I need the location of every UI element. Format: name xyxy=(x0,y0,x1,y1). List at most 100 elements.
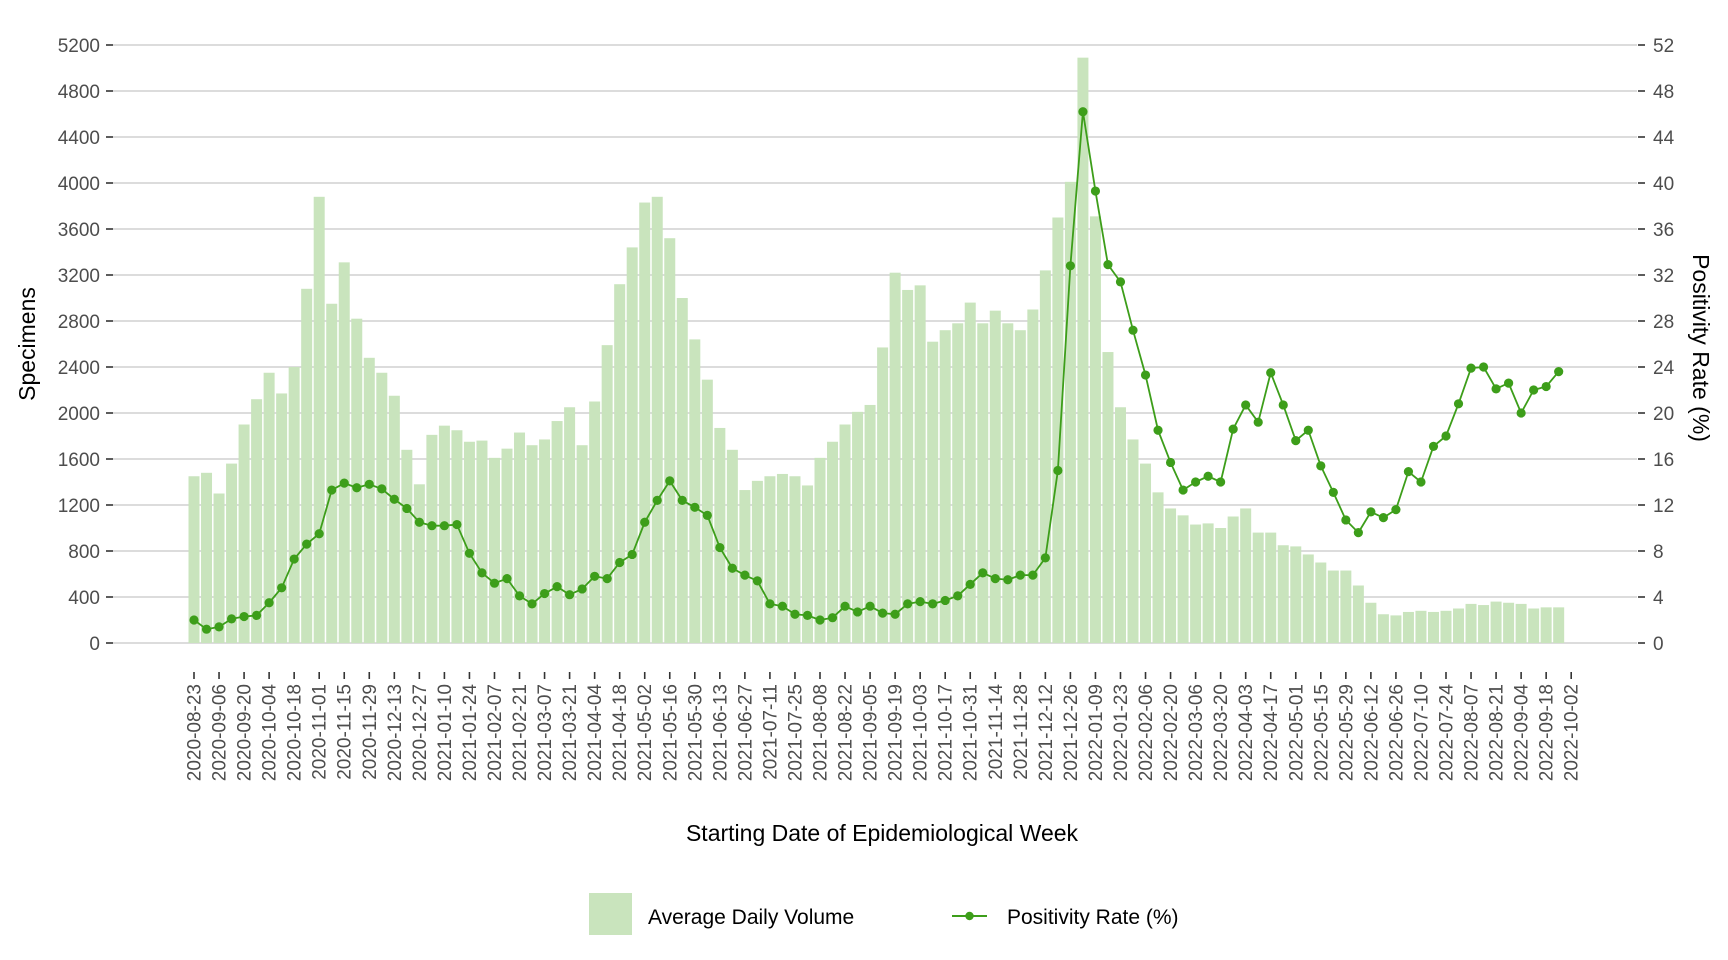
bar xyxy=(989,310,1001,643)
positivity-point xyxy=(1115,277,1126,287)
x-tick-label: 2020-11-01 xyxy=(310,684,331,780)
positivity-point xyxy=(1028,570,1038,580)
bar xyxy=(639,202,651,644)
bar xyxy=(601,345,613,643)
x-tick-label: 2021-07-11 xyxy=(760,684,781,780)
x-tick-label: 2021-07-25 xyxy=(785,684,806,781)
bar xyxy=(564,407,576,643)
bar xyxy=(964,302,976,643)
positivity-point xyxy=(702,510,712,520)
legend: Average Daily Volume Positivity Rate (%) xyxy=(589,893,1179,935)
positivity-point xyxy=(903,599,913,609)
x-tick-label: 2021-10-17 xyxy=(936,684,957,781)
positivity-point xyxy=(865,601,875,611)
positivity-point xyxy=(1554,367,1564,377)
x-tick-label: 2020-11-15 xyxy=(335,684,356,780)
positivity-point xyxy=(1078,107,1088,117)
bar xyxy=(1402,611,1414,643)
bar xyxy=(226,463,238,643)
positivity-point xyxy=(602,574,612,584)
bar xyxy=(1540,607,1552,643)
positivity-point xyxy=(765,599,775,609)
x-tick-label: 2022-02-06 xyxy=(1136,684,1157,781)
bar xyxy=(326,303,338,643)
positivity-point xyxy=(665,476,675,486)
positivity-point xyxy=(214,622,224,632)
bar xyxy=(1177,515,1189,643)
positivity-point xyxy=(377,484,387,494)
bar xyxy=(589,401,601,643)
positivity-point xyxy=(1165,457,1176,468)
x-tick-label: 2022-05-29 xyxy=(1336,684,1357,781)
positivity-point xyxy=(1504,378,1514,388)
bar xyxy=(1265,532,1277,643)
bar xyxy=(664,238,676,643)
positivity-point xyxy=(740,570,750,580)
bar xyxy=(476,440,488,643)
bar xyxy=(1365,602,1377,643)
positivity-point xyxy=(827,613,838,623)
bar xyxy=(776,473,788,643)
bar xyxy=(676,298,688,643)
positivity-point xyxy=(1003,575,1013,585)
x-tick-label: 2022-07-24 xyxy=(1437,684,1458,782)
positivity-point xyxy=(1278,400,1288,410)
bar xyxy=(1427,611,1439,643)
bar xyxy=(814,457,826,643)
x-tick-label: 2020-10-04 xyxy=(260,684,281,782)
positivity-point xyxy=(1516,408,1526,418)
positivity-point xyxy=(364,479,374,489)
positivity-point xyxy=(953,591,963,601)
y2-tick-label: 52 xyxy=(1653,36,1674,57)
y-tick-label: 4800 xyxy=(58,82,100,103)
positivity-point xyxy=(652,495,662,505)
positivity-point xyxy=(1428,441,1439,451)
y-tick-label: 3200 xyxy=(58,266,100,287)
bar xyxy=(764,476,776,643)
positivity-point xyxy=(277,583,287,593)
positivity-point xyxy=(1366,507,1376,517)
positivity-point xyxy=(1441,431,1451,441)
positivity-point xyxy=(1466,363,1476,373)
bar xyxy=(488,457,500,643)
bar xyxy=(726,449,738,643)
positivity-point xyxy=(690,502,700,512)
bar xyxy=(301,288,313,643)
bar xyxy=(463,441,475,643)
bar xyxy=(614,284,626,643)
x-tick-label: 2021-05-02 xyxy=(635,684,656,781)
bar xyxy=(626,247,638,643)
bar xyxy=(376,372,388,643)
x-tick-label: 2022-02-20 xyxy=(1161,684,1182,781)
bar xyxy=(1377,614,1389,643)
positivity-point xyxy=(677,495,687,505)
positivity-point xyxy=(878,608,888,618)
positivity-point xyxy=(389,494,399,504)
positivity-point xyxy=(252,610,262,621)
positivity-point xyxy=(615,557,625,568)
bar xyxy=(1140,463,1152,643)
positivity-point xyxy=(339,478,349,488)
bar xyxy=(1252,532,1264,643)
bar xyxy=(939,330,951,643)
x-tick-label: 2021-03-07 xyxy=(535,684,556,781)
y-tick-label: 400 xyxy=(68,588,100,609)
bar xyxy=(1415,610,1427,643)
bar xyxy=(1453,608,1465,643)
positivity-point xyxy=(552,582,562,592)
x-tick-label: 2020-08-23 xyxy=(185,684,206,781)
x-tick-label: 2022-06-26 xyxy=(1386,684,1407,781)
positivity-point xyxy=(1140,370,1151,380)
bar xyxy=(501,448,513,643)
positivity-point xyxy=(940,595,950,606)
bar xyxy=(801,485,813,643)
bar xyxy=(1240,508,1252,643)
positivity-point xyxy=(890,609,900,619)
y-tick-label: 2800 xyxy=(58,312,100,333)
x-tick-label: 2021-12-12 xyxy=(1036,684,1057,781)
positivity-point xyxy=(264,598,274,608)
left-y-axis: 0 400 800 1200 1600 2000 2400 2800 3200 3600 4000 4… xyxy=(58,36,113,655)
positivity-point xyxy=(239,611,249,622)
